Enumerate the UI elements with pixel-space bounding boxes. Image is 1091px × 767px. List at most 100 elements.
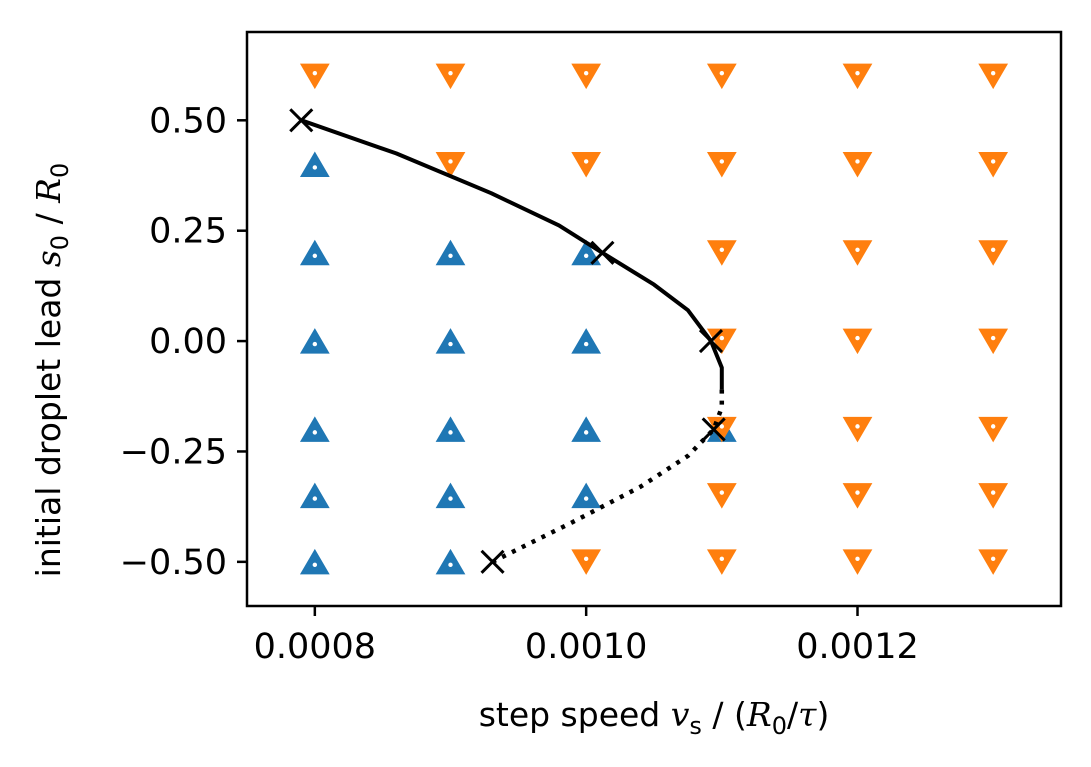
down-triangle-point-16 [978,328,1009,355]
marker-center-dot-down-triangles-5 [990,70,996,76]
down-triangle-point-8 [706,151,737,178]
marker-center-dot-down-triangles-11 [719,247,725,252]
marker-center-dot-down-triangles-18 [855,424,860,429]
marker-center-dot-down-triangles-14 [719,335,725,341]
y-tick-label-0: 0.50 [149,101,227,141]
marker-center-dot-up-triangles-13 [583,430,589,435]
marker-center-dot-up-triangles-12 [583,341,589,347]
marker-center-dot-down-triangles-4 [855,70,860,76]
marker-center-dot-up-triangles-6 [448,253,453,258]
marker-center-dot-down-triangles-17 [719,424,725,429]
marker-center-dot-down-triangles-6 [448,159,453,164]
marker-center-dot-up-triangles-3 [312,430,318,435]
marker-center-dot-down-triangles-13 [990,247,996,252]
axes-frame [245,30,1063,608]
down-triangle-point-4 [842,63,873,90]
down-triangle-point-19 [978,416,1009,443]
y-axis-label: initial droplet lead s0 / R0 [29,163,74,578]
down-triangle-point-7 [571,151,602,178]
up-triangle-point-9 [435,482,466,509]
marker-center-dot-down-triangles-16 [990,335,996,341]
plot-area [289,63,1009,575]
marker-center-dot-down-triangles-2 [583,70,589,76]
up-triangle-point-3 [299,416,330,442]
marker-center-dot-down-triangles-15 [855,335,860,341]
down-triangle-point-1 [435,63,466,90]
boundary-solid-line [300,118,724,390]
marker-center-dot-down-triangles-10 [990,159,996,164]
up-triangle-point-12 [571,328,602,354]
x-axis-label: step speed vs / (R0/τ) [479,695,830,740]
down-triangle-point-10 [978,151,1009,178]
marker-center-dot-down-triangles-8 [719,159,725,164]
cross-marker-2 [698,329,724,354]
down-triangle-point-18 [842,416,873,443]
up-triangle-point-4 [299,482,330,509]
up-triangle-point-5 [299,548,330,575]
cross-marker-0 [289,108,314,133]
marker-center-dot-down-triangles-20 [719,490,725,495]
down-triangle-point-25 [842,549,873,575]
x-tick-label-2: 0.0012 [796,627,918,667]
marker-center-dot-down-triangles-7 [583,159,589,164]
up-triangle-point-6 [435,239,466,266]
down-triangle-point-5 [978,63,1009,90]
up-triangle-point-10 [435,548,466,575]
marker-center-dot-down-triangles-0 [312,70,318,76]
y-tick-label-3: −0.25 [120,432,227,472]
marker-center-dot-down-triangles-3 [719,70,725,76]
down-triangle-point-26 [978,549,1009,575]
up-triangle-point-13 [571,416,602,442]
cross-marker-4 [480,549,505,574]
cross-marker-1 [590,240,615,265]
marker-center-dot-up-triangles-9 [448,496,453,501]
marker-center-dot-up-triangles-14 [583,496,589,501]
marker-center-dot-down-triangles-1 [448,70,453,76]
marker-center-dot-down-triangles-12 [855,247,860,252]
down-triangle-point-22 [978,483,1009,509]
marker-center-dot-down-triangles-21 [855,490,860,495]
y-tick-label-2: 0.00 [149,322,227,362]
marker-center-dot-down-triangles-19 [990,424,996,429]
boundary-dotted-line [491,389,725,564]
marker-center-dot-down-triangles-25 [855,556,860,562]
up-triangle-point-11 [571,239,602,266]
down-triangle-point-14 [706,328,737,355]
marker-center-dot-down-triangles-23 [583,556,589,562]
marker-center-dot-down-triangles-26 [990,556,996,562]
marker-center-dot-down-triangles-9 [855,159,860,164]
down-triangle-point-2 [571,63,602,90]
down-triangle-point-12 [842,240,873,266]
cross-marker-3 [701,417,726,442]
up-triangle-point-7 [435,328,466,354]
x-tick-label-0: 0.0008 [254,627,376,667]
up-triangle-point-0 [299,151,330,177]
marker-center-dot-up-triangles-1 [312,253,318,258]
down-triangle-point-23 [571,549,602,575]
marker-center-dot-up-triangles-5 [312,562,318,568]
marker-center-dot-down-triangles-22 [990,490,996,495]
down-triangle-point-6 [435,151,466,178]
marker-center-dot-up-triangles-0 [312,165,318,170]
marker-center-dot-up-triangles-11 [583,253,589,258]
up-triangle-point-8 [435,416,466,442]
down-triangle-point-3 [706,63,737,90]
up-triangle-point-14 [571,482,602,509]
down-triangle-point-9 [842,151,873,178]
down-triangle-point-20 [706,483,737,509]
marker-center-dot-up-triangles-8 [448,430,453,435]
y-tick-label-1: 0.25 [149,212,227,252]
marker-center-dot-down-triangles-24 [719,556,725,562]
x-tick-label-1: 0.0010 [525,627,647,667]
down-triangle-point-24 [706,549,737,575]
ticks: 0.0008 0.0010 0.0012 0.50 0.25 0.00 −0.25 −0.50 [120,101,919,667]
down-triangle-point-11 [706,240,737,266]
down-triangle-point-21 [842,483,873,509]
marker-center-dot-up-triangles-7 [448,341,453,347]
up-triangle-point-1 [299,239,330,266]
marker-center-dot-up-triangles-2 [312,341,318,347]
down-triangle-point-0 [299,63,330,90]
down-triangle-point-15 [842,328,873,355]
marker-center-dot-up-triangles-4 [312,496,318,501]
